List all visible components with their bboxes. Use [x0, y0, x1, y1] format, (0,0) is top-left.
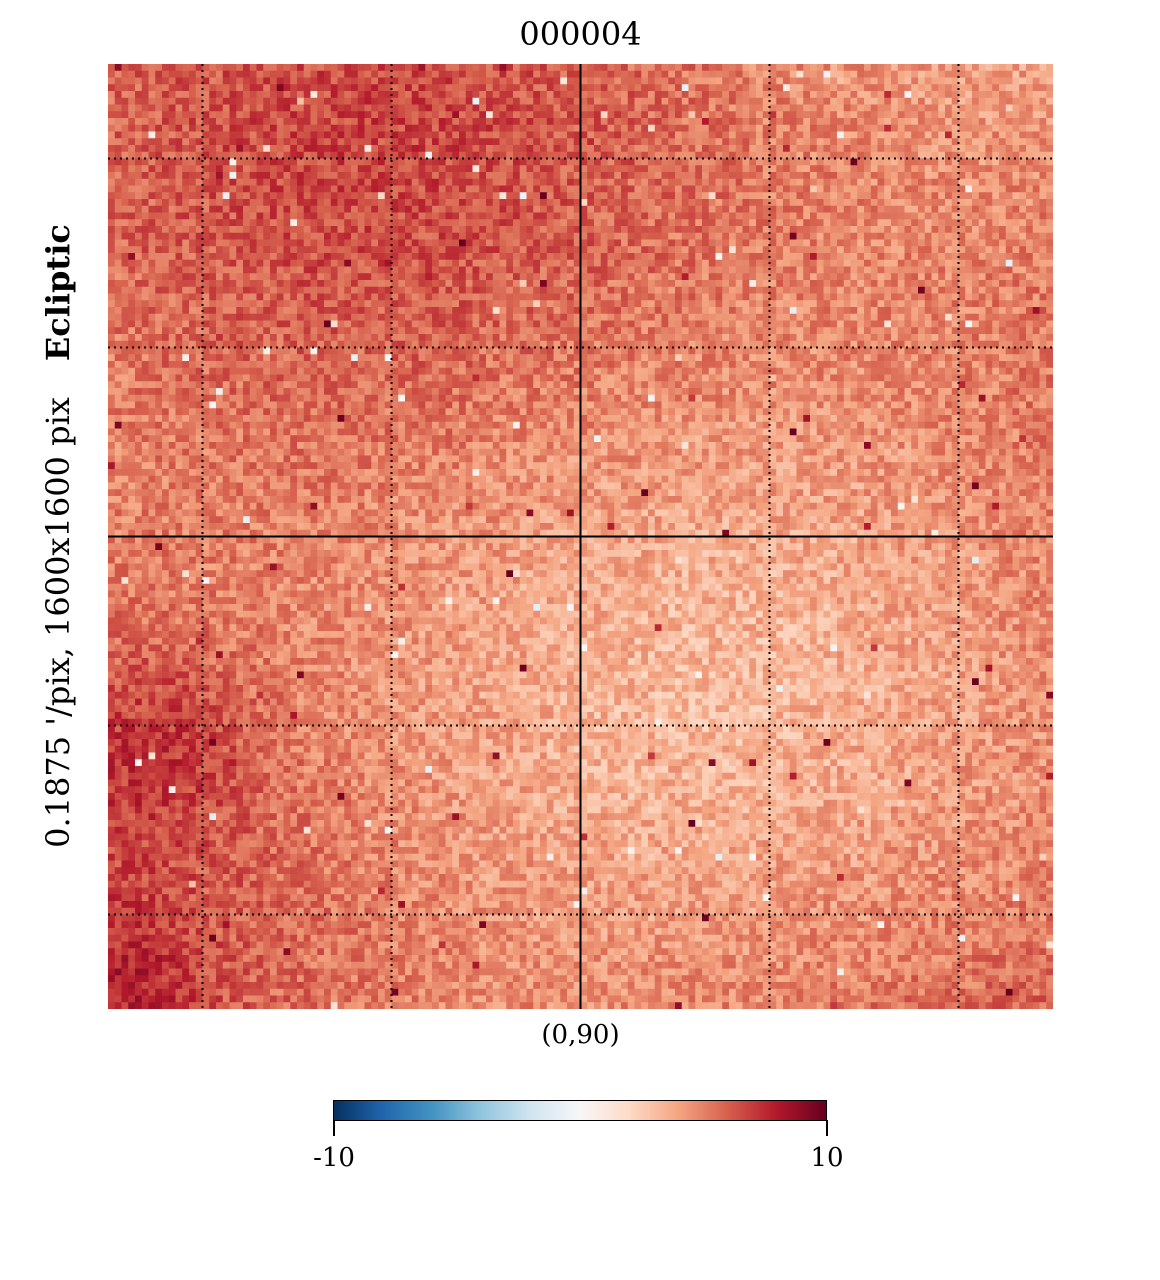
graticule [108, 64, 1053, 1009]
y-axis-label: 0.1875 '/pix, 1600x1600 pix Ecliptic [38, 224, 78, 848]
coordinate-system-label: Ecliptic [39, 224, 77, 362]
heatmap-cells [108, 64, 1053, 1009]
colorbar-tick-max [826, 1120, 828, 1136]
x-axis-label: (0,90) [541, 1020, 620, 1050]
colorbar-tick-min [333, 1120, 335, 1136]
chart-title: 000004 [519, 15, 642, 53]
y-axis-label-area: 0.1875 '/pix, 1600x1600 pix Ecliptic [0, 64, 108, 1009]
colorbar-label-min: -10 [313, 1143, 355, 1173]
resolution-label: 0.1875 '/pix, 1600x1600 pix [39, 397, 77, 848]
heatmap-plot [108, 64, 1053, 1009]
colorbar-label-max: 10 [810, 1143, 844, 1173]
colorbar [333, 1100, 827, 1121]
